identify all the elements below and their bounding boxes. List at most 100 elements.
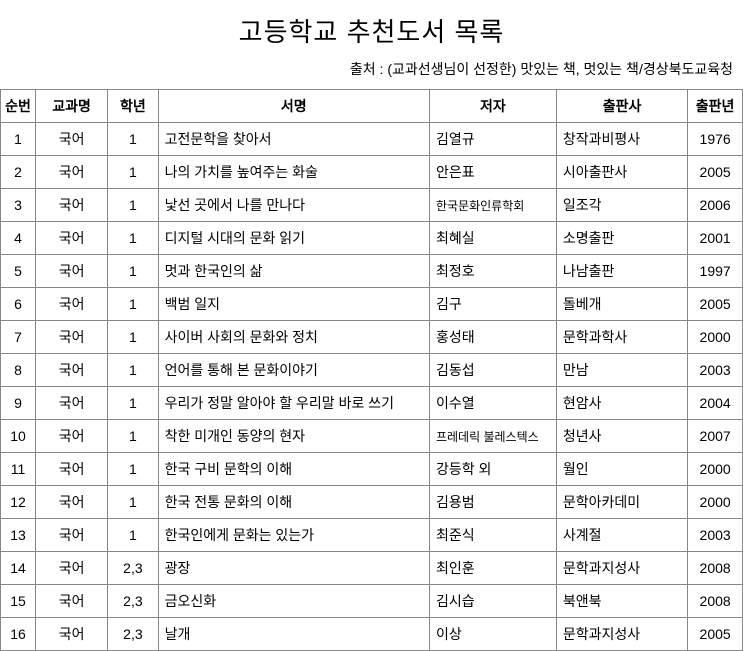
- cell-title: 한국인에게 문화는 있는가: [158, 519, 429, 552]
- cell-author: 프레데릭 불레스텍스: [429, 420, 556, 453]
- cell-publisher: 문학과지성사: [556, 552, 687, 585]
- cell-publisher: 북앤북: [556, 585, 687, 618]
- table-row: 8국어1언어를 통해 본 문화이야기김동섭만남2003: [1, 354, 743, 387]
- cell-no: 6: [1, 288, 36, 321]
- cell-year: 2007: [688, 420, 743, 453]
- cell-publisher: 문학아카데미: [556, 486, 687, 519]
- table-row: 14국어2,3광장최인훈문학과지성사2008: [1, 552, 743, 585]
- cell-grade: 2,3: [108, 618, 158, 651]
- cell-year: 2001: [688, 222, 743, 255]
- cell-title: 백범 일지: [158, 288, 429, 321]
- table-row: 10국어1착한 미개인 동양의 현자프레데릭 불레스텍스청년사2007: [1, 420, 743, 453]
- cell-no: 5: [1, 255, 36, 288]
- cell-subject: 국어: [36, 420, 108, 453]
- cell-publisher: 문학과학사: [556, 321, 687, 354]
- cell-no: 14: [1, 552, 36, 585]
- cell-author: 김시습: [429, 585, 556, 618]
- table-row: 5국어1멋과 한국인의 삶최정호나남출판1997: [1, 255, 743, 288]
- cell-title: 금오신화: [158, 585, 429, 618]
- cell-year: 2003: [688, 519, 743, 552]
- cell-grade: 1: [108, 519, 158, 552]
- cell-author: 최혜실: [429, 222, 556, 255]
- table-row: 1국어1고전문학을 찾아서김열규창작과비평사1976: [1, 123, 743, 156]
- cell-author: 강등학 외: [429, 453, 556, 486]
- source-text: 출처 : (교과선생님이 선정한) 맛있는 책, 멋있는 책/경상북도교육청: [0, 59, 743, 89]
- cell-subject: 국어: [36, 354, 108, 387]
- cell-subject: 국어: [36, 387, 108, 420]
- table-row: 13국어1한국인에게 문화는 있는가최준식사계절2003: [1, 519, 743, 552]
- table-row: 3국어1낯선 곳에서 나를 만나다한국문화인류학회일조각2006: [1, 189, 743, 222]
- cell-subject: 국어: [36, 156, 108, 189]
- cell-no: 3: [1, 189, 36, 222]
- table-row: 6국어1백범 일지김구돌베개2005: [1, 288, 743, 321]
- cell-no: 12: [1, 486, 36, 519]
- table-row: 2국어1나의 가치를 높여주는 화술안은표시아출판사2005: [1, 156, 743, 189]
- table-row: 16국어2,3날개이상문학과지성사2005: [1, 618, 743, 651]
- cell-no: 10: [1, 420, 36, 453]
- cell-publisher: 시아출판사: [556, 156, 687, 189]
- cell-title: 사이버 사회의 문화와 정치: [158, 321, 429, 354]
- cell-grade: 1: [108, 354, 158, 387]
- cell-year: 2003: [688, 354, 743, 387]
- cell-no: 15: [1, 585, 36, 618]
- cell-grade: 1: [108, 387, 158, 420]
- cell-no: 11: [1, 453, 36, 486]
- table-row: 15국어2,3금오신화김시습북앤북2008: [1, 585, 743, 618]
- col-author: 저자: [429, 90, 556, 123]
- cell-no: 9: [1, 387, 36, 420]
- page: 고등학교 추천도서 목록 출처 : (교과선생님이 선정한) 맛있는 책, 멋있…: [0, 0, 743, 651]
- cell-year: 1976: [688, 123, 743, 156]
- cell-year: 1997: [688, 255, 743, 288]
- cell-grade: 2,3: [108, 552, 158, 585]
- cell-publisher: 돌베개: [556, 288, 687, 321]
- cell-title: 낯선 곳에서 나를 만나다: [158, 189, 429, 222]
- cell-subject: 국어: [36, 486, 108, 519]
- cell-year: 2000: [688, 486, 743, 519]
- cell-title: 언어를 통해 본 문화이야기: [158, 354, 429, 387]
- cell-grade: 1: [108, 453, 158, 486]
- cell-publisher: 현암사: [556, 387, 687, 420]
- cell-title: 광장: [158, 552, 429, 585]
- cell-grade: 1: [108, 288, 158, 321]
- cell-no: 13: [1, 519, 36, 552]
- cell-year: 2008: [688, 585, 743, 618]
- cell-subject: 국어: [36, 618, 108, 651]
- table-row: 11국어1한국 구비 문학의 이해강등학 외월인2000: [1, 453, 743, 486]
- page-title: 고등학교 추천도서 목록: [0, 0, 743, 59]
- cell-author: 이수열: [429, 387, 556, 420]
- cell-subject: 국어: [36, 189, 108, 222]
- cell-title: 멋과 한국인의 삶: [158, 255, 429, 288]
- col-subject: 교과명: [36, 90, 108, 123]
- cell-year: 2005: [688, 288, 743, 321]
- cell-publisher: 나남출판: [556, 255, 687, 288]
- book-table: 순번 교과명 학년 서명 저자 출판사 출판년 1국어1고전문학을 찾아서김열규…: [0, 89, 743, 651]
- cell-year: 2005: [688, 156, 743, 189]
- cell-title: 착한 미개인 동양의 현자: [158, 420, 429, 453]
- table-header-row: 순번 교과명 학년 서명 저자 출판사 출판년: [1, 90, 743, 123]
- cell-no: 1: [1, 123, 36, 156]
- cell-author: 김구: [429, 288, 556, 321]
- cell-year: 2006: [688, 189, 743, 222]
- cell-subject: 국어: [36, 453, 108, 486]
- cell-year: 2004: [688, 387, 743, 420]
- cell-no: 7: [1, 321, 36, 354]
- cell-publisher: 문학과지성사: [556, 618, 687, 651]
- cell-no: 8: [1, 354, 36, 387]
- cell-grade: 1: [108, 123, 158, 156]
- cell-publisher: 창작과비평사: [556, 123, 687, 156]
- cell-author: 김용범: [429, 486, 556, 519]
- cell-grade: 1: [108, 420, 158, 453]
- cell-author: 안은표: [429, 156, 556, 189]
- cell-author: 김동섭: [429, 354, 556, 387]
- table-row: 9국어1우리가 정말 알아야 할 우리말 바로 쓰기이수열현암사2004: [1, 387, 743, 420]
- cell-title: 우리가 정말 알아야 할 우리말 바로 쓰기: [158, 387, 429, 420]
- col-grade: 학년: [108, 90, 158, 123]
- cell-year: 2000: [688, 321, 743, 354]
- cell-author: 한국문화인류학회: [429, 189, 556, 222]
- cell-grade: 1: [108, 321, 158, 354]
- cell-grade: 1: [108, 189, 158, 222]
- cell-no: 4: [1, 222, 36, 255]
- cell-subject: 국어: [36, 519, 108, 552]
- cell-author: 최정호: [429, 255, 556, 288]
- cell-year: 2008: [688, 552, 743, 585]
